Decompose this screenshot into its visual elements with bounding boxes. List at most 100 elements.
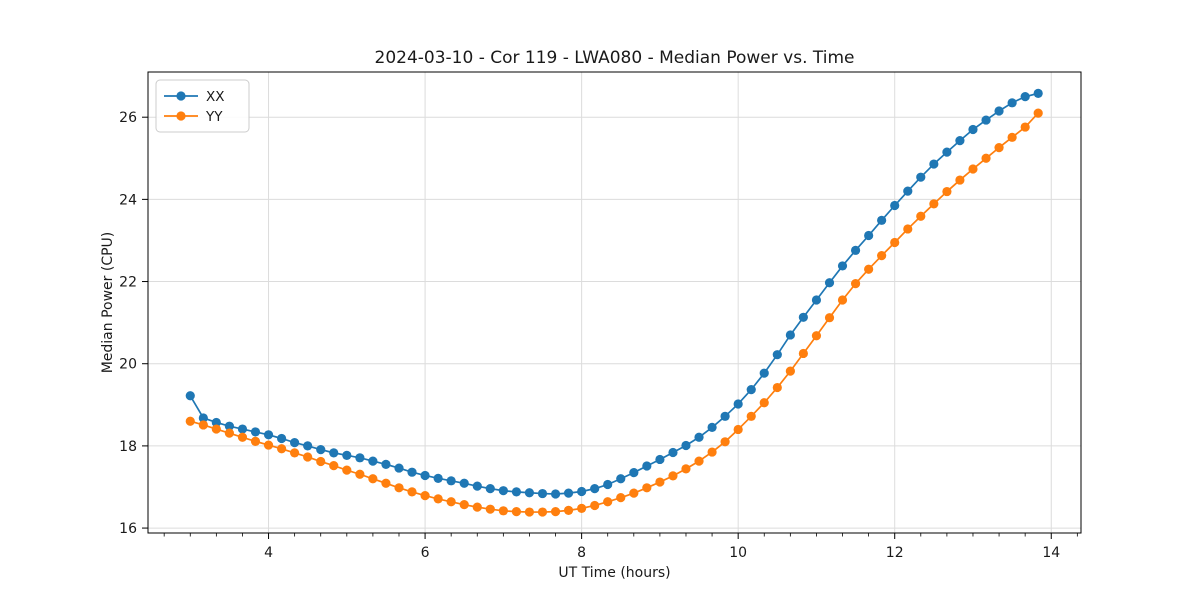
series-xx-marker xyxy=(877,215,887,225)
y-axis-label: Median Power (CPU) xyxy=(100,232,116,374)
series-xx-marker xyxy=(759,368,769,378)
series-xx-marker xyxy=(277,433,287,444)
y-tick-label-18: 18 xyxy=(119,439,137,455)
series-xx-marker xyxy=(290,438,300,448)
series-yy-marker xyxy=(629,488,639,498)
series-xx-marker xyxy=(198,413,208,423)
series-xx-marker xyxy=(185,391,195,401)
series-yy-marker xyxy=(603,497,613,507)
series-xx-marker xyxy=(798,312,808,322)
series-yy-marker xyxy=(485,504,495,514)
series-xx-marker xyxy=(903,186,913,196)
series-yy-marker xyxy=(707,447,717,457)
series-yy-marker xyxy=(850,279,861,289)
series-xx-marker xyxy=(824,278,835,288)
series-yy-marker xyxy=(668,471,678,481)
series-xx-line xyxy=(189,92,1039,495)
series-xx-marker xyxy=(237,424,248,434)
series-yy-marker xyxy=(342,465,352,475)
series-xx-marker xyxy=(224,421,234,431)
series-xx-marker xyxy=(394,463,404,473)
series-xx-marker xyxy=(1007,98,1017,108)
series-yy-marker xyxy=(981,153,991,163)
series-xx-marker xyxy=(524,488,535,498)
series-xx-marker xyxy=(955,136,965,146)
series-xx-marker xyxy=(785,330,795,340)
y-tick-label-20: 20 xyxy=(119,357,137,373)
series-yy-marker xyxy=(577,503,587,513)
series-xx-marker xyxy=(407,467,417,477)
series-xx-marker xyxy=(263,430,274,440)
series-yy-marker xyxy=(355,469,365,479)
series-xx-marker xyxy=(811,295,822,305)
series-yy-marker xyxy=(772,382,782,393)
series-yy-marker xyxy=(472,502,482,512)
series-xx-marker xyxy=(329,448,339,458)
series-yy-marker xyxy=(877,251,887,261)
series-yy-marker xyxy=(1033,108,1043,118)
series-yy-marker xyxy=(837,295,848,305)
series-xx-marker xyxy=(433,473,443,483)
series-yy-marker xyxy=(459,500,469,510)
series-yy-marker xyxy=(616,493,626,503)
series-xx-marker xyxy=(472,481,482,491)
legend-label-yy: YY xyxy=(205,109,223,125)
series-yy-marker xyxy=(590,500,600,511)
y-tick-label-26: 26 xyxy=(119,110,137,126)
series-xx-marker xyxy=(1033,88,1043,98)
series-layer xyxy=(185,88,1043,517)
legend: XX YY xyxy=(155,79,250,133)
series-xx-marker xyxy=(629,468,639,478)
series-yy-marker xyxy=(185,416,195,426)
series-yy-marker xyxy=(303,452,313,462)
series-xx-marker xyxy=(772,350,782,360)
series-xx-marker xyxy=(550,489,561,499)
series-yy-marker xyxy=(720,437,730,447)
series-yy-marker xyxy=(394,483,404,493)
series-yy-marker xyxy=(498,506,508,516)
series-xx-marker xyxy=(942,147,952,157)
series-xx-marker xyxy=(864,230,874,241)
series-yy-marker xyxy=(746,411,756,421)
series-xx-marker xyxy=(511,487,522,497)
y-tick-label-16: 16 xyxy=(119,521,137,537)
series-yy-marker xyxy=(1007,132,1017,142)
series-yy-marker xyxy=(916,211,926,221)
series-yy-marker xyxy=(316,456,326,467)
series-xx-marker xyxy=(498,486,508,496)
series-yy-marker xyxy=(811,331,822,341)
series-yy-marker xyxy=(563,505,574,515)
series-yy-marker xyxy=(329,461,339,471)
x-tick-label-12: 12 xyxy=(886,545,904,561)
series-yy-marker xyxy=(994,143,1004,153)
series-yy-marker xyxy=(524,507,535,517)
series-xx-marker xyxy=(707,422,717,433)
tick-layer: 4 6 8 10 12 14 16 18 20 22 24 26 xyxy=(119,110,1078,561)
x-tick-label-10: 10 xyxy=(729,545,747,561)
series-yy-marker xyxy=(511,507,522,517)
series-yy-marker xyxy=(1020,122,1030,132)
series-yy-marker xyxy=(785,366,795,376)
series-yy-marker xyxy=(433,494,443,504)
series-xx-marker xyxy=(850,245,861,255)
series-yy-marker xyxy=(550,507,561,517)
series-yy-marker xyxy=(368,474,378,484)
chart-title: 2024-03-10 - Cor 119 - LWA080 - Median P… xyxy=(375,48,855,68)
series-yy-marker xyxy=(198,420,208,430)
legend-marker-xx xyxy=(176,91,186,101)
series-xx-marker xyxy=(655,454,665,465)
series-yy-marker xyxy=(655,477,665,487)
x-tick-label-4: 4 xyxy=(264,545,273,561)
series-yy-marker xyxy=(955,175,965,185)
series-xx-marker xyxy=(916,172,926,182)
series-xx-marker xyxy=(994,106,1004,116)
series-yy-marker xyxy=(824,313,835,323)
series-xx-marker xyxy=(303,441,313,451)
series-yy-marker xyxy=(263,440,274,450)
series-xx-marker xyxy=(316,444,326,455)
series-yy-marker xyxy=(903,224,913,234)
series-xx-marker xyxy=(381,459,391,469)
legend-label-xx: XX xyxy=(206,89,225,105)
